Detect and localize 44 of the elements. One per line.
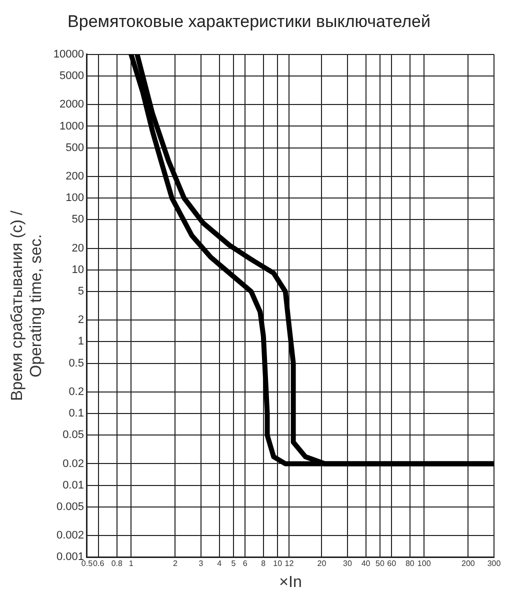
x-tick-label: 3 — [198, 559, 204, 568]
x-tick-label: 200 — [462, 559, 476, 568]
x-tick-label: 6 — [242, 559, 248, 568]
y-tick-label: 0.005 — [56, 501, 84, 514]
y-tick-label: 1000 — [60, 120, 84, 132]
x-tick-label: 20 — [317, 559, 327, 568]
y-tick-label: 0.05 — [62, 429, 84, 442]
y-tick-label: 0.2 — [68, 386, 84, 398]
x-tick-label: 4 — [217, 559, 222, 568]
y-tick-label: 100 — [66, 192, 84, 204]
y-tick-label: 10000 — [53, 48, 84, 60]
x-tick-label: 80 — [405, 559, 415, 568]
y-tick-label: 5 — [78, 286, 84, 298]
y-tick-label: 2000 — [60, 98, 84, 111]
y-tick-label: 0.01 — [62, 479, 84, 492]
x-tick-label: 50 — [376, 559, 385, 568]
x-tick-label: 12 — [284, 559, 294, 568]
x-tick-label: 300 — [487, 559, 502, 568]
x-tick-label: 8 — [261, 559, 266, 568]
y-tick-label: 1 — [78, 336, 84, 348]
y-axis-title: Время срабатывания (с) / Operating time, sec. — [9, 210, 46, 401]
y-tick-label: 50 — [72, 214, 84, 226]
y-tick-label: 20 — [72, 242, 84, 254]
x-tick-label: 60 — [387, 559, 397, 568]
x-tick-label: 30 — [343, 559, 352, 568]
y-tick-label: 500 — [66, 142, 84, 154]
y-tick-label: 5000 — [60, 70, 84, 82]
chart-title: Времятоковые характеристики выключателей — [68, 12, 430, 31]
x-axis-title: ×In — [279, 574, 302, 591]
y-tick-label: 0.1 — [68, 408, 84, 420]
x-tick-label: 0.8 — [111, 559, 123, 568]
x-tick-label: 10 — [273, 559, 283, 568]
y-tick-label: 2 — [78, 314, 84, 326]
x-tick-label: 40 — [361, 559, 371, 568]
y-tick-label: 0.002 — [56, 530, 84, 542]
x-tick-label: 0.6 — [93, 559, 105, 568]
y-tick-label: 0.5 — [68, 357, 84, 370]
y-tick-label: 0.02 — [62, 458, 84, 470]
x-tick-label: 100 — [417, 559, 432, 568]
x-tick-label: 1 — [128, 559, 134, 568]
x-tick-label: 2 — [172, 559, 178, 568]
x-tick-label: 5 — [231, 559, 236, 568]
y-tick-label: 10 — [72, 264, 84, 276]
y-tick-label: 200 — [66, 170, 84, 182]
